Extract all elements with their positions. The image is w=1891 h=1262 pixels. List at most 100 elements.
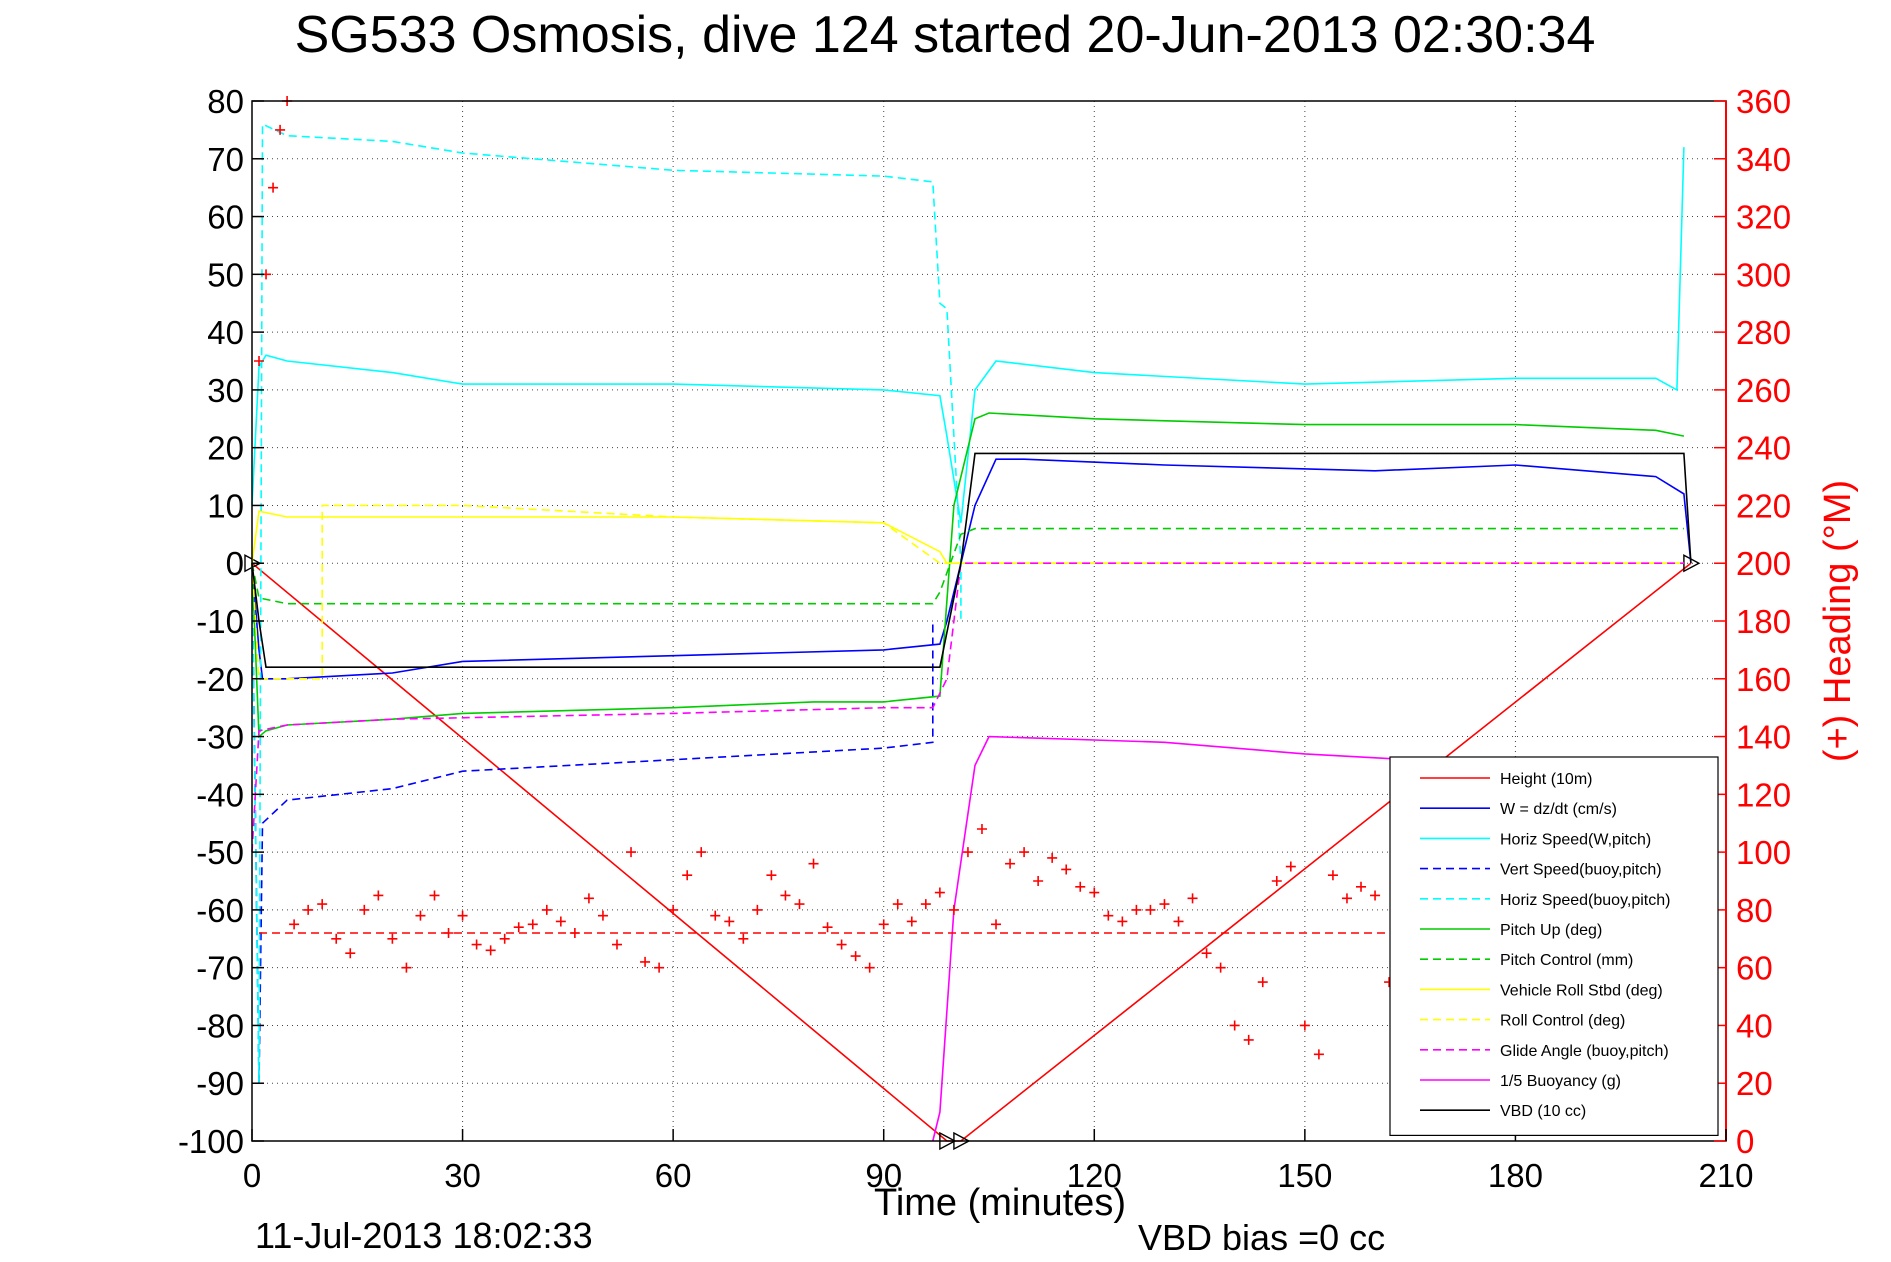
x-tick-label: 60	[655, 1157, 692, 1194]
heading-marker	[1327, 870, 1338, 881]
series-line-11	[251, 452, 1692, 669]
heading-marker	[331, 933, 342, 944]
legend-label-6: Pitch Control (mm)	[1500, 952, 1633, 969]
y-tick-label-left: -10	[196, 603, 244, 640]
legend-box	[1389, 756, 1719, 1136]
y-tick-label-right: 260	[1736, 372, 1791, 409]
y-tick-label-left: -80	[196, 1007, 244, 1044]
heading-marker	[752, 904, 763, 915]
y-axis-left: 80 70 60 50 40 30 20 10 0 -10 -20 -30 -40 -50 -60 -70 -8…	[178, 83, 264, 1160]
heading-marker	[1103, 910, 1114, 921]
y-tick-label-left: -50	[196, 834, 244, 871]
heading-marker	[1117, 916, 1128, 927]
heading-marker	[1131, 904, 1142, 915]
y-tick-label-right: 140	[1736, 719, 1791, 756]
x-tick-label: 180	[1488, 1157, 1543, 1194]
legend-label-8: Roll Control (deg)	[1500, 1013, 1625, 1030]
y-tick-label-right: 300	[1736, 256, 1791, 293]
y-tick-label-left: 80	[207, 83, 244, 120]
x-tick-label: 150	[1277, 1157, 1332, 1194]
series-line-2	[251, 147, 1685, 523]
legend-label-4: Horiz Speed(buoy,pitch)	[1500, 892, 1670, 909]
series-line-9	[251, 562, 1684, 853]
heading-marker	[836, 939, 847, 950]
heading-marker	[892, 899, 903, 910]
heading-marker	[1047, 852, 1058, 863]
heading-marker	[906, 916, 917, 927]
heading-marker	[626, 847, 637, 858]
heading-marker	[1005, 858, 1016, 869]
y-axis-right: 3603403203002802602402202001801601401201…	[1714, 83, 1791, 1160]
legend-label-2: Horiz Speed(W,pitch)	[1500, 831, 1651, 848]
x-axis-label: Time (minutes)	[874, 1182, 1126, 1224]
y-tick-label-right: 160	[1736, 661, 1791, 698]
heading-marker	[991, 919, 1002, 930]
heading-marker	[696, 847, 707, 858]
heading-marker	[738, 933, 749, 944]
heading-marker	[1257, 977, 1268, 988]
y-tick-label-right: 0	[1736, 1123, 1754, 1160]
y-tick-label-left: 40	[207, 314, 244, 351]
heading-marker	[682, 870, 693, 881]
heading-marker	[1243, 1034, 1254, 1045]
footer-timestamp: 11-Jul-2013 18:02:33	[255, 1215, 593, 1256]
x-tick-label: 0	[243, 1157, 261, 1194]
y-tick-label-left: -20	[196, 661, 244, 698]
y-tick-label-right: 100	[1736, 834, 1791, 871]
y-tick-label-left: 30	[207, 372, 244, 409]
legend-label-10: 1/5 Buoyancy (g)	[1500, 1073, 1621, 1090]
heading-marker	[583, 893, 594, 904]
y-tick-label-left: 50	[207, 256, 244, 293]
x-tick-label: 210	[1698, 1157, 1753, 1194]
heading-marker	[1285, 861, 1296, 872]
heading-marker	[766, 870, 777, 881]
heading-marker	[499, 933, 510, 944]
heading-marker	[640, 956, 651, 967]
heading-marker	[1341, 893, 1352, 904]
heading-marker	[654, 962, 665, 973]
y-axis-right-label: (+) Heading (°M)	[1817, 480, 1859, 762]
series-line-3	[251, 563, 934, 1084]
heading-marker	[429, 890, 440, 901]
heading-marker	[1271, 876, 1282, 886]
heading-marker	[962, 847, 973, 858]
heading-marker	[1089, 887, 1100, 898]
heading-marker	[1299, 1020, 1310, 1031]
y-tick-label-left: -40	[196, 776, 244, 813]
y-tick-label-left: 0	[226, 545, 244, 582]
y-tick-label-left: 70	[207, 141, 244, 178]
y-tick-label-right: 340	[1736, 141, 1791, 178]
heading-marker	[1033, 876, 1044, 886]
heading-marker	[920, 899, 931, 910]
y-tick-label-left: -100	[178, 1123, 244, 1160]
heading-marker	[611, 939, 622, 950]
heading-marker	[275, 124, 286, 135]
heading-marker	[976, 824, 987, 834]
legend-label-3: Vert Speed(buoy,pitch)	[1500, 862, 1662, 879]
x-tick-label: 120	[1067, 1157, 1122, 1194]
heading-marker	[268, 182, 279, 193]
series-line-10	[932, 735, 1446, 1142]
x-tick-label: 30	[444, 1157, 481, 1194]
heading-marker	[1313, 1049, 1324, 1060]
heading-marker	[878, 919, 889, 930]
x-tick-label: 90	[865, 1157, 902, 1194]
y-tick-label-left: -60	[196, 892, 244, 929]
heading-marker	[1356, 881, 1367, 892]
y-tick-label-left: 20	[207, 430, 244, 467]
heading-marker	[303, 904, 314, 915]
chart-title: SG533 Osmosis, dive 124 started 20-Jun-2…	[295, 6, 1596, 64]
heading-marker	[373, 890, 384, 901]
legend-label-11: VBD (10 cc)	[1500, 1103, 1586, 1120]
heading-marker	[1201, 948, 1212, 959]
heading-marker	[345, 948, 356, 959]
y-tick-label-left: -30	[196, 719, 244, 756]
y-tick-label-left: 60	[207, 199, 244, 236]
heading-marker	[513, 922, 524, 933]
y-tick-label-left: 10	[207, 487, 244, 524]
heading-marker	[485, 945, 496, 956]
y-tick-label-right: 200	[1736, 545, 1791, 582]
heading-marker	[948, 904, 959, 915]
heading-marker	[415, 910, 426, 921]
heading-marker	[1145, 904, 1156, 915]
